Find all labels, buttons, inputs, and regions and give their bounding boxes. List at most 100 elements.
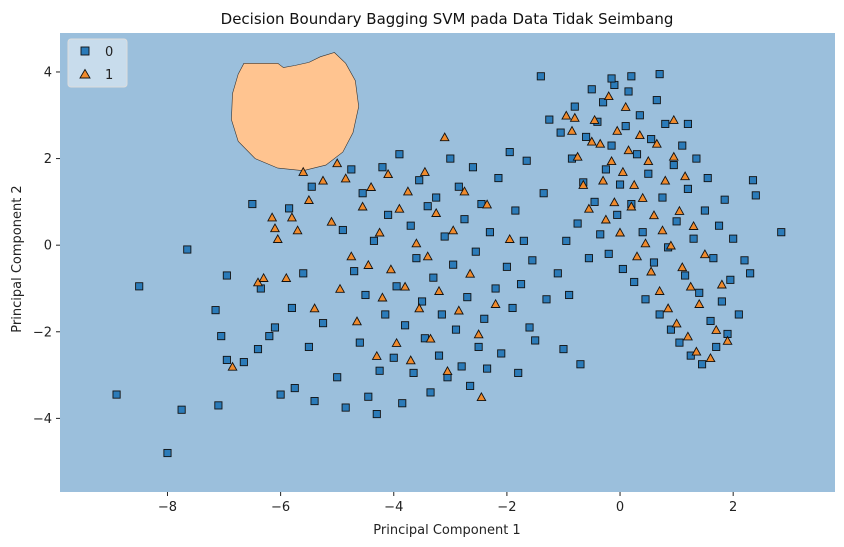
point-class-0 — [347, 165, 356, 174]
point-class-0 — [565, 290, 574, 300]
point-class-0 — [661, 119, 670, 128]
y-tick-label: 0 — [44, 239, 52, 254]
point-class-0 — [440, 232, 449, 241]
point-class-1 — [665, 240, 676, 250]
point-class-0 — [695, 288, 704, 297]
y-tick-label: 2 — [44, 152, 52, 167]
point-class-0 — [361, 290, 370, 300]
point-class-0 — [457, 362, 466, 371]
point-class-1 — [269, 223, 280, 233]
point-class-0 — [389, 353, 398, 362]
point-class-1 — [374, 227, 385, 237]
point-class-1 — [346, 251, 357, 261]
point-class-1 — [583, 203, 594, 213]
point-class-0 — [508, 303, 517, 313]
point-class-1 — [442, 365, 453, 376]
point-class-0 — [584, 254, 593, 263]
point-class-1 — [691, 346, 702, 356]
legend-marker-square — [80, 46, 90, 56]
point-class-1 — [504, 233, 515, 243]
point-class-0 — [248, 199, 257, 209]
point-class-0 — [483, 364, 492, 373]
point-class-1 — [634, 129, 645, 140]
point-class-0 — [777, 228, 786, 237]
point-class-0 — [542, 295, 551, 304]
point-class-1 — [646, 266, 657, 276]
point-class-1 — [425, 333, 436, 343]
point-class-0 — [559, 345, 568, 354]
point-class-0 — [369, 236, 379, 245]
point-class-1 — [434, 285, 445, 295]
point-class-1 — [586, 136, 597, 146]
point-class-1 — [371, 350, 382, 360]
point-class-0 — [451, 325, 461, 334]
point-class-0 — [398, 399, 407, 408]
point-class-1 — [377, 292, 388, 302]
point-class-1 — [335, 283, 346, 293]
point-class-0 — [522, 156, 531, 165]
point-class-1 — [351, 316, 362, 326]
point-class-1 — [699, 249, 710, 259]
y-tick-label: 4 — [44, 65, 52, 80]
point-class-0 — [641, 295, 650, 304]
point-class-1 — [402, 186, 413, 196]
point-class-0 — [706, 316, 715, 326]
point-class-1 — [490, 298, 501, 308]
point-class-1 — [632, 251, 643, 261]
point-class-0 — [576, 360, 585, 369]
point-class-0 — [734, 310, 743, 319]
point-class-1 — [272, 233, 283, 243]
point-class-0 — [539, 189, 548, 198]
point-class-1 — [561, 110, 572, 120]
point-class-0 — [299, 269, 308, 278]
point-class-0 — [265, 332, 274, 341]
point-class-1 — [640, 238, 651, 248]
point-class-0 — [112, 390, 121, 399]
point-class-1 — [643, 155, 654, 166]
point-class-0 — [655, 310, 664, 319]
point-class-0 — [375, 366, 384, 375]
point-class-0 — [644, 169, 653, 178]
point-class-1 — [589, 114, 600, 124]
point-class-0 — [460, 215, 469, 224]
y-tick-label: −2 — [33, 325, 52, 340]
point-class-1 — [258, 272, 269, 282]
point-class-1 — [405, 355, 416, 365]
point-class-0 — [372, 410, 381, 419]
x-tick-label: −2 — [497, 500, 516, 515]
point-class-0 — [666, 325, 675, 334]
point-class-0 — [432, 193, 441, 202]
point-class-1 — [603, 91, 614, 101]
point-class-0 — [310, 397, 319, 406]
point-class-1 — [711, 324, 722, 334]
point-class-0 — [678, 141, 687, 150]
point-class-1 — [663, 303, 674, 313]
point-class-1 — [722, 335, 733, 345]
point-class-0 — [553, 269, 562, 278]
point-class-1 — [411, 238, 422, 248]
point-class-0 — [449, 260, 458, 269]
point-class-0 — [672, 217, 681, 226]
point-class-0 — [290, 384, 299, 393]
legend-box — [67, 38, 128, 88]
y-axis-label: Principal Component 2 — [10, 185, 25, 332]
point-class-1 — [572, 151, 583, 161]
point-class-0 — [573, 219, 582, 228]
point-class-1 — [685, 281, 696, 291]
point-class-0 — [703, 174, 712, 183]
point-class-0 — [751, 191, 760, 200]
decision-regions — [231, 52, 360, 172]
point-class-0 — [525, 323, 534, 332]
point-class-0 — [497, 349, 506, 358]
point-class-0 — [287, 303, 296, 313]
point-class-0 — [350, 267, 359, 276]
point-class-0 — [381, 310, 390, 319]
point-class-1 — [668, 151, 679, 161]
point-class-0 — [423, 202, 432, 211]
point-class-1 — [629, 179, 640, 189]
point-class-0 — [426, 388, 435, 397]
point-class-0 — [392, 282, 401, 291]
point-class-0 — [417, 297, 427, 306]
point-class-0 — [562, 236, 571, 245]
point-class-0 — [253, 345, 263, 354]
